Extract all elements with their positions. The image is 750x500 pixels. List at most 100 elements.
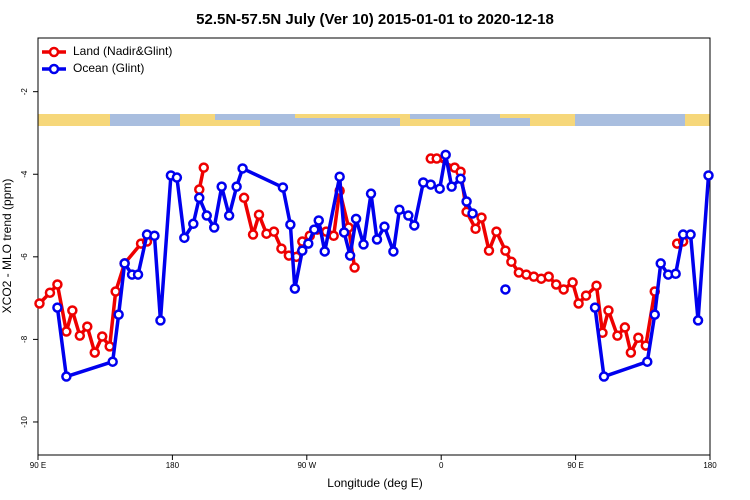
series-line bbox=[55, 153, 475, 379]
point bbox=[365, 188, 377, 199]
point bbox=[107, 356, 118, 367]
point bbox=[104, 341, 115, 352]
point bbox=[149, 230, 160, 242]
point bbox=[285, 219, 296, 230]
point bbox=[52, 302, 63, 313]
point bbox=[231, 181, 242, 192]
point bbox=[179, 232, 190, 244]
point bbox=[155, 315, 166, 326]
point bbox=[82, 321, 93, 332]
point bbox=[446, 181, 457, 192]
point bbox=[425, 179, 436, 190]
point bbox=[431, 153, 442, 164]
point bbox=[461, 196, 472, 207]
point bbox=[703, 170, 714, 181]
x-tick-label: 90 W bbox=[297, 461, 316, 470]
point bbox=[216, 181, 227, 192]
point bbox=[309, 224, 320, 235]
point bbox=[338, 227, 350, 238]
series-line bbox=[593, 175, 711, 379]
legend-label: Land (Nadir&Glint) bbox=[73, 44, 172, 58]
point bbox=[268, 226, 280, 237]
point bbox=[194, 184, 205, 195]
legend-label: Ocean (Glint) bbox=[73, 61, 144, 75]
point bbox=[188, 218, 199, 230]
point bbox=[67, 305, 78, 316]
point bbox=[591, 280, 602, 291]
point bbox=[303, 238, 314, 249]
point bbox=[171, 172, 183, 183]
y-axis-label: XCO2 - MLO trend (ppm) bbox=[0, 179, 14, 314]
point bbox=[253, 209, 265, 220]
x-tick-label: 0 bbox=[439, 461, 444, 470]
y-tick-label: -8 bbox=[20, 335, 29, 343]
point bbox=[483, 245, 495, 256]
point bbox=[96, 331, 108, 342]
point bbox=[247, 229, 259, 240]
x-tick-label: 90 E bbox=[30, 461, 46, 470]
point bbox=[350, 213, 362, 225]
point bbox=[297, 245, 308, 256]
point bbox=[685, 229, 696, 240]
point bbox=[349, 262, 360, 273]
y-tick-label: -2 bbox=[20, 88, 29, 96]
point bbox=[655, 258, 666, 269]
point bbox=[580, 290, 592, 301]
y-tick-label: -10 bbox=[20, 416, 29, 428]
point bbox=[223, 210, 235, 221]
plot-frame bbox=[37, 37, 711, 456]
point bbox=[633, 332, 644, 343]
point bbox=[237, 163, 248, 174]
x-axis-label: Longitude (deg E) bbox=[327, 476, 422, 490]
point bbox=[550, 279, 562, 290]
point bbox=[289, 283, 301, 294]
point bbox=[238, 192, 250, 204]
point bbox=[74, 330, 86, 341]
point bbox=[491, 226, 502, 237]
y-tick-label: -4 bbox=[20, 170, 29, 178]
point bbox=[208, 222, 220, 233]
point bbox=[506, 256, 517, 268]
point bbox=[277, 182, 289, 193]
point bbox=[371, 234, 383, 245]
point bbox=[313, 215, 324, 226]
point bbox=[649, 309, 660, 320]
point bbox=[625, 347, 637, 358]
x-tick-label: 90 E bbox=[567, 461, 583, 470]
point bbox=[598, 371, 610, 382]
point bbox=[194, 192, 205, 204]
chart-title: 52.5N-57.5N July (Ver 10) 2015-01-01 to … bbox=[196, 11, 554, 28]
point bbox=[612, 330, 623, 341]
point bbox=[201, 210, 212, 221]
point bbox=[132, 269, 144, 280]
point bbox=[394, 204, 405, 216]
point bbox=[455, 173, 466, 185]
point bbox=[670, 268, 681, 279]
point bbox=[434, 183, 445, 194]
point bbox=[328, 230, 339, 242]
point bbox=[470, 223, 481, 234]
x-tick-label: 180 bbox=[166, 461, 180, 470]
legend-marker bbox=[48, 63, 60, 75]
point bbox=[61, 326, 72, 337]
point bbox=[603, 305, 614, 316]
point bbox=[358, 239, 369, 250]
point bbox=[403, 210, 414, 221]
point bbox=[692, 315, 704, 326]
point bbox=[440, 149, 451, 161]
point bbox=[334, 171, 345, 182]
point bbox=[344, 250, 356, 261]
point bbox=[276, 243, 287, 254]
point bbox=[61, 371, 72, 382]
point bbox=[319, 246, 330, 257]
point bbox=[388, 246, 399, 257]
point bbox=[113, 309, 124, 320]
point bbox=[589, 302, 601, 313]
point bbox=[573, 298, 584, 309]
point bbox=[558, 284, 569, 295]
point bbox=[89, 347, 100, 358]
point bbox=[619, 322, 631, 333]
point bbox=[500, 245, 511, 256]
